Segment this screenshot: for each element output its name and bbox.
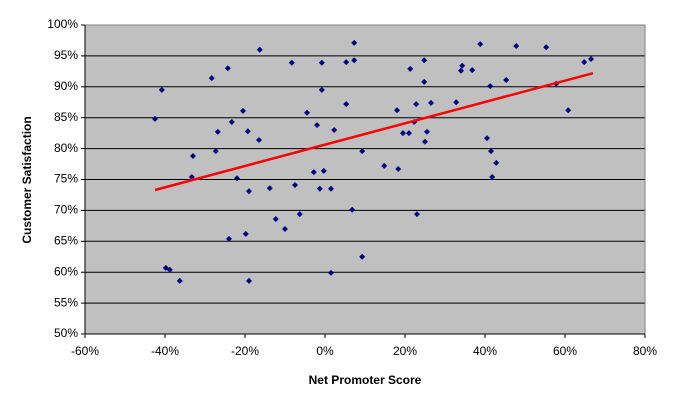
data-point (543, 44, 550, 51)
data-point (343, 101, 350, 108)
data-point (421, 57, 428, 64)
data-point (282, 225, 288, 232)
data-point (359, 148, 366, 155)
x-tick-label: 80% (633, 344, 657, 358)
data-point (581, 59, 588, 66)
data-point (428, 99, 434, 106)
data-point (256, 136, 262, 143)
data-point (394, 107, 400, 114)
data-point (328, 185, 334, 192)
data-point (228, 119, 235, 126)
data-point (266, 185, 273, 192)
x-axis-title: Net Promoter Score (309, 373, 422, 387)
data-point (503, 77, 510, 84)
y-tick-label: 65% (54, 233, 78, 247)
data-point (328, 269, 334, 276)
x-tick-label: 60% (553, 344, 577, 358)
data-point (224, 65, 231, 72)
data-point (152, 115, 158, 122)
data-point (424, 128, 430, 135)
data-point (487, 83, 494, 90)
data-point (588, 55, 594, 62)
data-point (226, 235, 232, 242)
y-tick-label: 85% (54, 110, 78, 124)
data-point (349, 206, 356, 213)
data-point (359, 253, 366, 260)
y-tick-label: 95% (54, 48, 78, 62)
y-axis-title: Customer Satisfaction (20, 116, 34, 243)
trend-line (154, 71, 594, 192)
x-tick-label: -60% (71, 344, 99, 358)
data-point (343, 59, 350, 66)
data-point (246, 188, 252, 195)
data-point (565, 107, 572, 114)
data-point (484, 135, 490, 142)
data-point (318, 59, 325, 66)
data-point (166, 266, 173, 273)
data-point (320, 167, 327, 174)
data-point (256, 46, 263, 53)
data-point (176, 277, 183, 284)
y-tick-label: 75% (54, 172, 78, 186)
data-point (413, 101, 420, 108)
data-point (477, 41, 484, 48)
data-point (489, 174, 496, 181)
y-tick-label: 55% (54, 295, 78, 309)
data-point (381, 162, 388, 169)
data-point (314, 122, 320, 129)
data-point (351, 57, 358, 64)
x-tick-label: -40% (151, 344, 179, 358)
data-point (407, 65, 414, 72)
data-point (406, 130, 412, 137)
data-point (453, 99, 460, 106)
y-tick-label: 60% (54, 264, 78, 278)
data-point (400, 130, 406, 137)
data-point (304, 109, 310, 116)
y-tick-label: 70% (54, 203, 78, 217)
data-point (513, 43, 520, 50)
data-point (190, 153, 196, 160)
y-tick-label: 90% (54, 79, 78, 93)
data-point (331, 127, 338, 134)
data-point (272, 216, 279, 223)
data-point (318, 86, 325, 93)
y-tick-label: 80% (54, 141, 78, 155)
data-point (469, 67, 476, 74)
data-point (242, 230, 249, 237)
data-point (493, 159, 500, 166)
data-point (316, 185, 323, 192)
y-tick-label: 100% (47, 17, 78, 31)
data-point (246, 277, 252, 284)
data-point (240, 107, 246, 114)
data-point (208, 75, 215, 82)
data-point (421, 78, 428, 85)
data-point (459, 62, 466, 69)
data-point (488, 148, 494, 155)
y-tick-label: 50% (54, 326, 78, 340)
data-point (414, 211, 420, 218)
data-point (351, 39, 358, 46)
x-tick-label: -20% (231, 344, 259, 358)
x-tick-label: 20% (393, 344, 417, 358)
data-point (158, 86, 165, 93)
data-point (458, 67, 464, 74)
data-point (288, 59, 295, 66)
x-tick-label: 40% (473, 344, 497, 358)
data-point (214, 128, 221, 135)
data-point (296, 211, 303, 218)
data-point (244, 128, 251, 135)
data-point (310, 169, 317, 176)
data-point (292, 182, 298, 189)
data-point (212, 148, 219, 155)
data-point (234, 175, 240, 182)
x-tick-label: 0% (316, 344, 334, 358)
data-point (422, 138, 428, 145)
data-point (395, 165, 402, 172)
